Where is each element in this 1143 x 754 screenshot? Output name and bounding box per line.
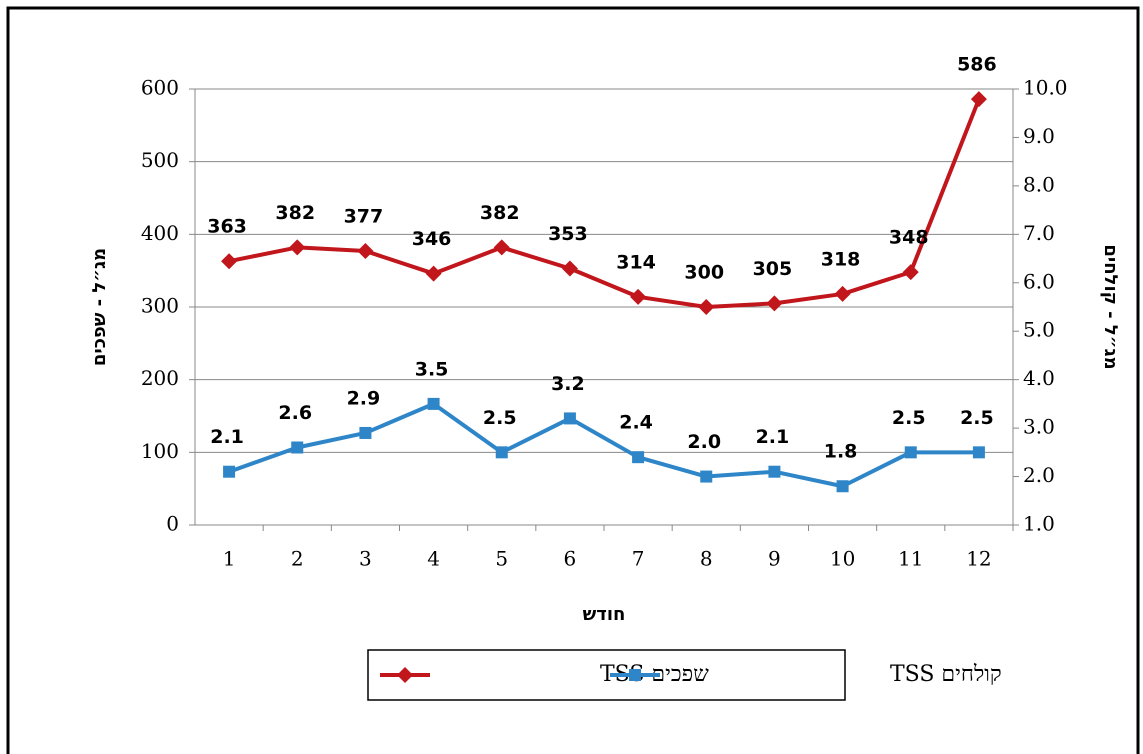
x-tick-label: 9: [768, 547, 781, 571]
data-label: 2.1: [756, 426, 790, 448]
y-tick-label: 600: [141, 76, 179, 100]
marker: [397, 667, 413, 683]
data-label: 363: [207, 216, 247, 238]
marker: [291, 441, 304, 454]
x-tick-label: 10: [830, 547, 855, 571]
marker: [904, 446, 917, 459]
x-tick-label: 1: [223, 547, 236, 571]
data-label: 382: [480, 202, 520, 224]
marker: [493, 239, 510, 256]
marker: [221, 253, 238, 270]
x-tick-label: 11: [898, 547, 923, 571]
marker: [902, 264, 919, 281]
legend-box: [367, 649, 846, 701]
marker: [495, 446, 508, 459]
y2-tick-label: 8.0: [1023, 172, 1055, 196]
x-tick-label: 2: [291, 547, 304, 571]
data-label: 382: [275, 202, 315, 224]
marker: [563, 412, 576, 425]
y2-tick-label: 5.0: [1023, 318, 1055, 342]
marker: [768, 465, 781, 478]
y-tick-label: 100: [141, 439, 179, 463]
data-label: 3.2: [551, 373, 585, 395]
data-label: 586: [957, 54, 997, 76]
x-tick-label: 6: [564, 547, 577, 571]
marker: [629, 669, 641, 681]
y2-tick-label: 9.0: [1023, 124, 1055, 148]
series-line: [228, 401, 979, 489]
data-label: 2.5: [483, 407, 517, 429]
data-label: 346: [412, 228, 452, 250]
data-label: 314: [616, 251, 656, 273]
marker: [357, 243, 374, 260]
x-tick-label: 4: [427, 547, 440, 571]
y-tick-label: 300: [141, 294, 179, 318]
frame: [6, 6, 1140, 754]
y-tick-label: 200: [141, 366, 179, 390]
x-tick-label: 12: [966, 547, 991, 571]
data-label: 300: [684, 262, 724, 284]
y2-tick-label: 1.0: [1023, 512, 1055, 536]
series-line: [228, 98, 981, 309]
y2-tick-label: 6.0: [1023, 269, 1055, 293]
data-label: 2.6: [278, 402, 312, 424]
marker: [834, 285, 851, 302]
marker: [632, 451, 645, 464]
data-label: 2.5: [960, 407, 994, 429]
x-axis-label: חודש: [583, 604, 626, 625]
x-tick-label: 5: [495, 547, 508, 571]
data-label: 318: [821, 248, 861, 270]
marker: [766, 295, 783, 312]
data-label: 2.0: [687, 431, 721, 453]
legend-label: קולחים TSS: [890, 662, 1002, 687]
y2-tick-label: 2.0: [1023, 463, 1055, 487]
marker: [970, 91, 987, 108]
x-tick-label: 3: [359, 547, 372, 571]
marker: [836, 480, 849, 493]
marker: [359, 426, 372, 439]
data-label: 2.9: [347, 387, 381, 409]
data-label: 353: [548, 223, 588, 245]
y-tick-label: 0: [166, 512, 179, 536]
marker: [289, 239, 306, 256]
x-tick-label: 7: [632, 547, 645, 571]
marker: [630, 288, 647, 305]
marker: [561, 260, 578, 277]
y-tick-label: 500: [141, 148, 179, 172]
marker: [223, 465, 236, 478]
marker: [972, 446, 985, 459]
data-label: 2.5: [892, 407, 926, 429]
data-label: 2.4: [619, 412, 653, 434]
y2-axis-label: מג״ל - קולחים: [1100, 244, 1121, 369]
data-label: 305: [753, 258, 793, 280]
data-label: 377: [344, 206, 384, 228]
marker: [427, 397, 440, 410]
y2-tick-label: 7.0: [1023, 221, 1055, 245]
data-label: 2.1: [210, 426, 244, 448]
y2-tick-label: 3.0: [1023, 415, 1055, 439]
marker: [698, 299, 715, 315]
y2-tick-label: 10.0: [1023, 76, 1068, 100]
marker: [425, 265, 442, 282]
data-label: 348: [889, 227, 929, 249]
x-tick-label: 8: [700, 547, 713, 571]
y-axis-label: מג״ל - שפכים: [89, 248, 110, 366]
marker: [700, 470, 713, 483]
y-tick-label: 400: [141, 221, 179, 245]
data-label: 3.5: [415, 358, 449, 380]
y2-tick-label: 4.0: [1023, 366, 1055, 390]
data-label: 1.8: [824, 441, 858, 463]
